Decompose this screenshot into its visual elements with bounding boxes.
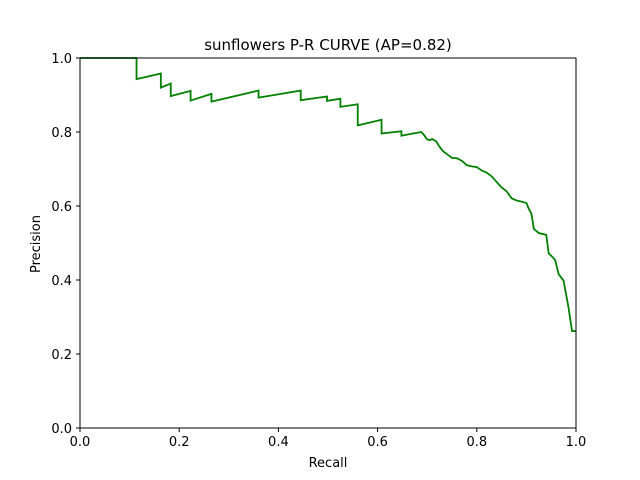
x-tick-label: 0.6 — [367, 435, 388, 450]
x-tick-label: 0.0 — [70, 435, 91, 450]
chart-title: sunflowers P-R CURVE (AP=0.82) — [204, 36, 452, 54]
y-tick-label: 0.6 — [51, 200, 72, 215]
x-tick-label: 1.0 — [566, 435, 587, 450]
x-tick-label: 0.4 — [268, 435, 289, 450]
x-axis-label: Recall — [309, 456, 348, 471]
y-axis-label: Precision — [29, 215, 44, 273]
y-tick-label: 0.4 — [51, 274, 72, 289]
axis-ticks: 0.0 0.2 0.4 0.6 0.8 1.0 0.0 0.2 0.4 0.6 0.8 1.0 — [51, 52, 586, 450]
y-tick-label: 0.8 — [51, 126, 72, 141]
y-tick-label: 0.2 — [51, 348, 72, 363]
plot-frame — [79, 57, 577, 429]
x-tick-label: 0.2 — [169, 435, 190, 450]
x-tick-label: 0.8 — [466, 435, 487, 450]
pr-curve-line — [80, 57, 576, 332]
y-tick-label: 1.0 — [51, 52, 72, 67]
y-tick-label: 0.0 — [51, 422, 72, 437]
